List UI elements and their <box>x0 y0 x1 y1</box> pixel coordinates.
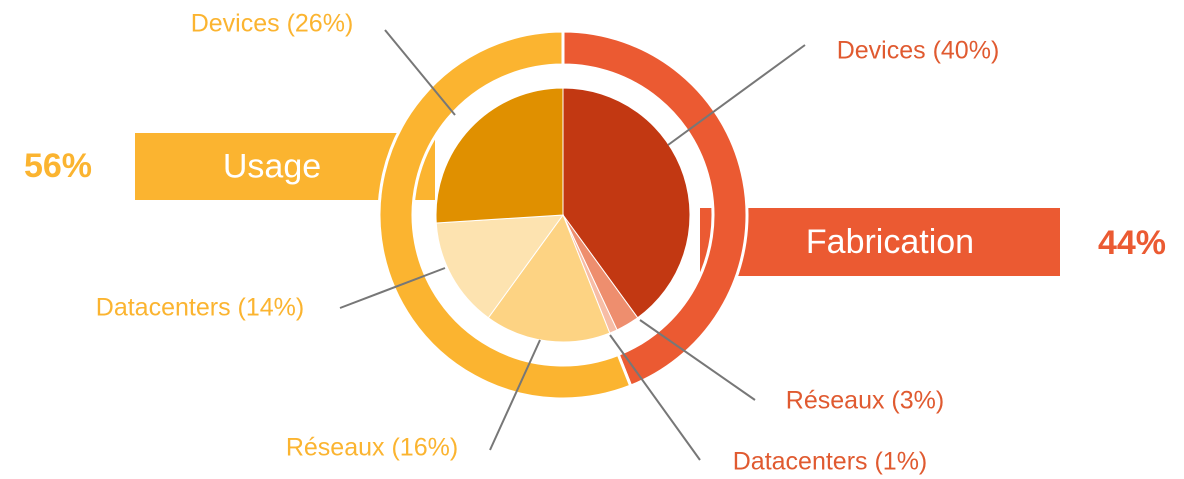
slice-label: Devices (26%) <box>191 10 354 38</box>
leader-line <box>639 319 756 401</box>
leader-line <box>609 334 701 461</box>
pie-slice <box>487 213 611 343</box>
total-label: 56% <box>24 147 92 185</box>
leader-line <box>489 339 541 451</box>
pie-slice <box>435 87 564 224</box>
total-label: 44% <box>1098 224 1166 262</box>
slice-label: Réseaux (3%) <box>786 387 944 415</box>
band <box>700 208 1060 276</box>
leader-line <box>384 29 456 116</box>
slice-label: Réseaux (16%) <box>286 434 458 462</box>
pie-slice <box>562 87 691 319</box>
leader-line <box>667 44 806 146</box>
category-label: Fabrication <box>806 223 974 261</box>
leader-line <box>339 267 446 309</box>
slice-label: Datacenters (14%) <box>96 294 304 322</box>
slice-label: Devices (40%) <box>837 37 1000 65</box>
ring-segment <box>377 29 633 401</box>
slice-label: Datacenters (1%) <box>733 448 928 476</box>
category-label: Usage <box>223 147 321 185</box>
pie-slice <box>435 214 565 319</box>
